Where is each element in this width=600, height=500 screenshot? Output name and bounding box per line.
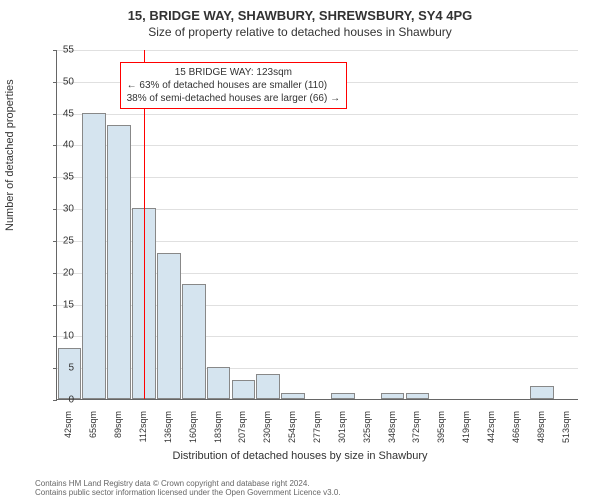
y-tick-label: 40 [54,140,74,151]
gridline [57,177,578,178]
histogram-bar [256,374,280,399]
y-tick-mark [53,241,57,242]
histogram-bar [182,284,206,399]
annotation-box: 15 BRIDGE WAY: 123sqm ← 63% of detached … [120,62,347,109]
histogram-bar [82,113,106,399]
y-tick-mark [53,336,57,337]
y-tick-mark [53,273,57,274]
y-tick-mark [53,368,57,369]
histogram-bar [331,393,355,399]
histogram-bar [157,253,181,399]
histogram-bar [232,380,256,399]
y-tick-mark [53,305,57,306]
chart-title-sub: Size of property relative to detached ho… [0,23,600,39]
y-tick-label: 30 [54,204,74,215]
histogram-bar [406,393,430,399]
gridline [57,114,578,115]
gridline [57,145,578,146]
chart-title-main: 15, BRIDGE WAY, SHAWBURY, SHREWSBURY, SY… [0,0,600,23]
y-tick-label: 10 [54,331,74,342]
y-tick-label: 5 [54,363,74,374]
y-tick-label: 0 [54,395,74,406]
y-tick-mark [53,177,57,178]
chart-container: 15, BRIDGE WAY, SHAWBURY, SHREWSBURY, SY… [0,0,600,500]
y-tick-label: 45 [54,108,74,119]
y-tick-mark [53,50,57,51]
histogram-bar [107,125,131,399]
y-axis-label: Number of detached properties [4,79,16,231]
y-tick-mark [53,82,57,83]
histogram-bar [207,367,231,399]
y-tick-label: 25 [54,235,74,246]
plot-area: 15 BRIDGE WAY: 123sqm ← 63% of detached … [56,50,578,400]
y-tick-label: 15 [54,299,74,310]
y-tick-mark [53,209,57,210]
annotation-line3: 38% of semi-detached houses are larger (… [127,92,340,105]
gridline [57,50,578,51]
y-tick-label: 35 [54,172,74,183]
x-axis-label: Distribution of detached houses by size … [0,450,600,462]
histogram-bar [530,386,554,399]
histogram-bar [381,393,405,399]
y-tick-mark [53,145,57,146]
footer-attribution: Contains HM Land Registry data © Crown c… [35,479,341,498]
footer-line1: Contains HM Land Registry data © Crown c… [35,479,341,489]
annotation-line2: ← 63% of detached houses are smaller (11… [127,79,340,92]
histogram-bar [281,393,305,399]
y-tick-mark [53,400,57,401]
y-tick-label: 20 [54,267,74,278]
footer-line2: Contains public sector information licen… [35,488,341,498]
y-tick-label: 55 [54,45,74,56]
y-tick-mark [53,114,57,115]
annotation-line1: 15 BRIDGE WAY: 123sqm [127,66,340,79]
y-tick-label: 50 [54,76,74,87]
